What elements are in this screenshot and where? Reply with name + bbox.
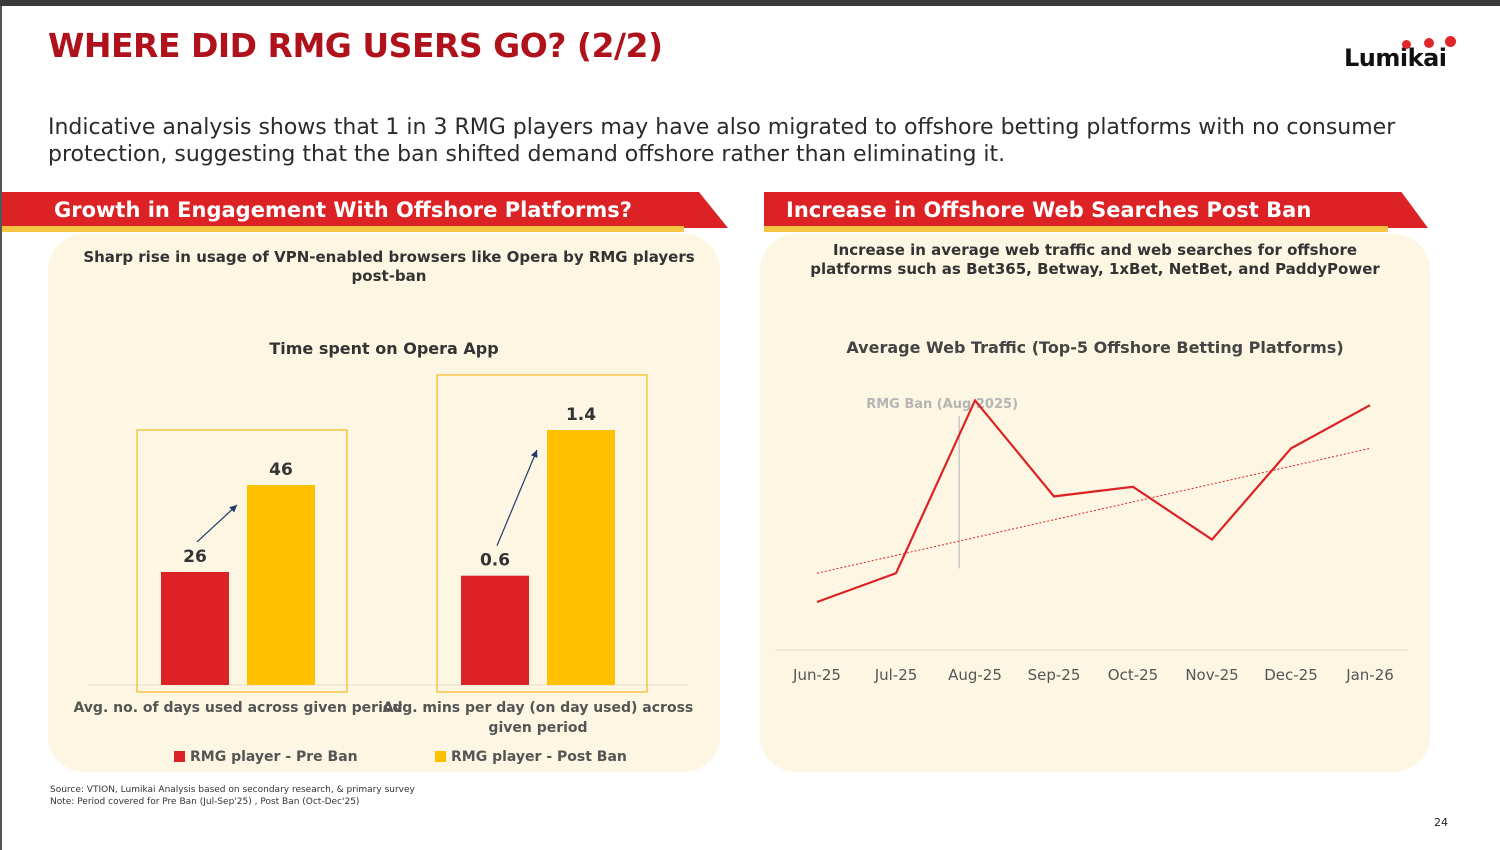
growth-arrow — [196, 504, 238, 543]
bar-pre-ban — [161, 571, 229, 685]
web-traffic-line — [816, 398, 1371, 604]
x-axis-tick-label: Jun-25 — [792, 666, 841, 684]
bar-group-highlight-box — [436, 374, 648, 693]
source-note: Source: VTION, Lumikai Analysis based on… — [50, 784, 415, 808]
bar-group-highlight-box — [136, 429, 348, 693]
x-axis-tick-label: Oct-25 — [1108, 666, 1158, 684]
line-chart-title: Average Web Traffic (Top-5 Offshore Bett… — [846, 338, 1344, 357]
right-subheading-line-1: Increase in average web traffic and web … — [832, 241, 1358, 259]
page-title: WHERE DID RMG USERS GO? (2/2) — [48, 26, 663, 65]
bar-chart: 26 46 Avg. no. of days used across given p… — [73, 374, 694, 765]
bar-value-label: 0.6 — [480, 551, 510, 571]
x-axis-tick-label: Sep-25 — [1028, 666, 1081, 684]
page-subtitle: Indicative analysis shows that 1 in 3 RM… — [48, 115, 1396, 167]
bar-value-label: 46 — [269, 460, 293, 480]
x-axis-tick-label: Aug-25 — [948, 666, 1002, 684]
line-chart: RMG Ban (Aug 2025) Jun-25 Jul-25 Aug-25 Sep-… — [775, 397, 1408, 684]
right-subheading-line-2: platforms such as Bet365, Betway, 1xBet,… — [810, 260, 1380, 278]
left-section-title: Growth in Engagement With Offshore Platf… — [54, 198, 632, 222]
growth-arrow — [496, 449, 538, 546]
logo-dot-1 — [1402, 40, 1411, 49]
right-panel — [760, 234, 1430, 772]
legend-label: RMG player - Pre Ban — [190, 749, 358, 765]
legend-swatch-post-ban — [435, 751, 446, 762]
bar-pre-ban — [461, 575, 529, 685]
right-section-ribbon: Increase in Offshore Web Searches Post B… — [764, 192, 1428, 232]
period-note: Note: Period covered for Pre Ban (Jul-Se… — [50, 797, 360, 807]
x-axis-tick-label: Jul-25 — [874, 666, 918, 684]
logo-dot-3 — [1445, 36, 1456, 47]
left-border — [0, 6, 2, 850]
bar-category-label: Avg. no. of days used across given perio… — [73, 700, 402, 716]
x-axis-tick-label: Jan-26 — [1345, 666, 1394, 684]
bar-value-label: 26 — [183, 547, 207, 567]
logo-dot-2 — [1424, 38, 1434, 48]
bar-post-ban — [547, 430, 615, 685]
left-panel-subheading: Sharp rise in usage of VPN-enabled brows… — [83, 248, 695, 285]
trend-line — [816, 447, 1371, 574]
right-panel-subheading: Increase in average web traffic and web … — [760, 241, 1430, 279]
logo-text: Lumikai — [1344, 44, 1447, 72]
bar-category-label: given period — [488, 720, 587, 736]
bar-post-ban — [247, 485, 315, 685]
bar-category-label: Avg. mins per day (on day used) across — [383, 700, 694, 716]
source-text: Source: VTION, Lumikai Analysis based on… — [50, 785, 415, 795]
bar-chart-title: Time spent on Opera App — [269, 339, 499, 358]
page-number: 24 — [1434, 816, 1448, 829]
legend-swatch-pre-ban — [174, 751, 185, 762]
ban-annotation-label: RMG Ban (Aug 2025) — [866, 397, 1018, 412]
legend-label: RMG player - Post Ban — [451, 749, 627, 765]
lumikai-logo: Lumikai — [1344, 34, 1464, 74]
right-section-title: Increase in Offshore Web Searches Post B… — [786, 198, 1312, 222]
left-section-ribbon: Growth in Engagement With Offshore Platf… — [2, 192, 728, 232]
x-axis-tick-label: Dec-25 — [1264, 666, 1318, 684]
x-axis-tick-label: Nov-25 — [1185, 666, 1238, 684]
top-border — [0, 0, 1500, 6]
bar-value-label: 1.4 — [566, 405, 596, 425]
